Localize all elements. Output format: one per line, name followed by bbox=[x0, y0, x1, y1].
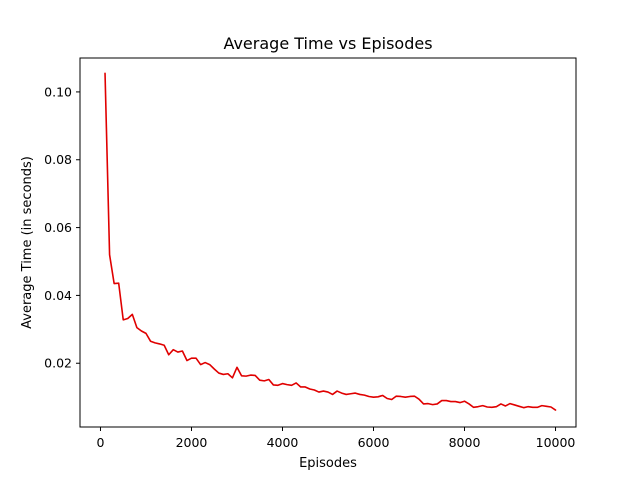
x-tick-label: 6000 bbox=[358, 435, 390, 450]
y-axis: 0.02 0.04 0.06 0.08 0.10 bbox=[44, 84, 80, 371]
series-line bbox=[104, 72, 557, 411]
y-tick-label: 0.06 bbox=[44, 220, 72, 235]
y-tick-label: 0.08 bbox=[44, 152, 72, 167]
x-tick-label: 4000 bbox=[267, 435, 299, 450]
x-tick-label: 8000 bbox=[449, 435, 481, 450]
x-tick-label: 10000 bbox=[536, 435, 576, 450]
y-tick-label: 0.04 bbox=[44, 288, 72, 303]
series-layer bbox=[104, 72, 557, 411]
y-tick-label: 0.10 bbox=[44, 84, 72, 99]
x-tick-label: 0 bbox=[97, 435, 105, 450]
x-tick-label: 2000 bbox=[176, 435, 208, 450]
x-axis: 0 2000 4000 6000 8000 10000 bbox=[97, 427, 576, 450]
y-tick-label: 0.02 bbox=[44, 356, 72, 371]
chart-title: Average Time vs Episodes bbox=[223, 34, 432, 53]
x-axis-label: Episodes bbox=[299, 456, 357, 471]
plot-frame bbox=[79, 57, 577, 428]
y-axis-label: Average Time (in seconds) bbox=[20, 156, 35, 329]
